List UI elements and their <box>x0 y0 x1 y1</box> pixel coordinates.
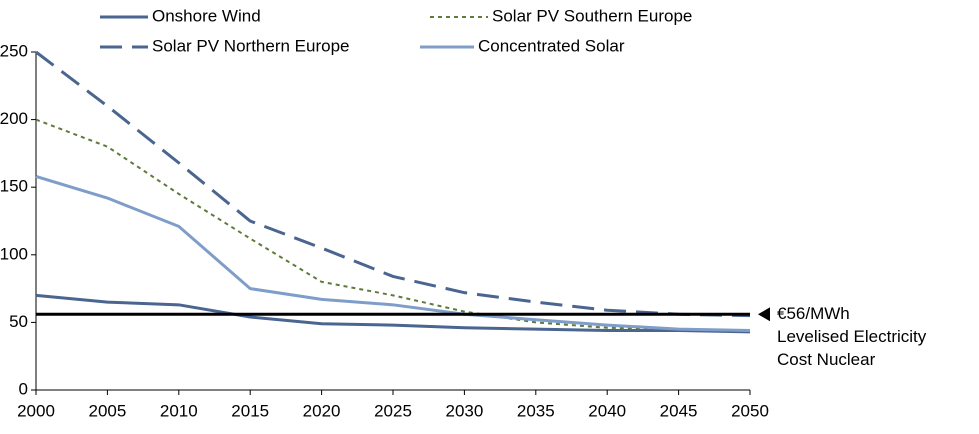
reference-annotation: Levelised Electricity <box>777 327 927 346</box>
y-tick-label: 250 <box>0 41 28 60</box>
legend-label: Concentrated Solar <box>478 36 625 55</box>
series-line <box>35 174 751 333</box>
y-tick-label: 0 <box>19 379 28 398</box>
legend-label: Onshore Wind <box>152 6 261 25</box>
y-tick-label: 200 <box>0 109 28 128</box>
x-tick-label: 2035 <box>517 401 555 420</box>
legend-label: Solar PV Northern Europe <box>152 36 350 55</box>
series-line <box>35 118 751 332</box>
x-tick-label: 2045 <box>660 401 698 420</box>
y-tick-label: 150 <box>0 177 28 196</box>
x-tick-label: 2040 <box>588 401 626 420</box>
x-tick-label: 2000 <box>17 401 55 420</box>
reference-annotation: Cost Nuclear <box>777 350 876 369</box>
reference-annotation: €56/MWh <box>777 304 850 323</box>
x-tick-label: 2030 <box>445 401 483 420</box>
x-tick-label: 2020 <box>303 401 341 420</box>
x-tick-label: 2025 <box>374 401 412 420</box>
series-line <box>35 50 751 318</box>
x-tick-label: 2010 <box>160 401 198 420</box>
legend-label: Solar PV Southern Europe <box>492 6 692 25</box>
x-tick-label: 2015 <box>231 401 269 420</box>
x-tick-label: 2050 <box>731 401 769 420</box>
x-tick-label: 2005 <box>88 401 126 420</box>
series-line <box>35 293 751 334</box>
y-tick-label: 100 <box>0 244 28 263</box>
y-tick-label: 50 <box>9 312 28 331</box>
reference-marker <box>758 307 770 322</box>
